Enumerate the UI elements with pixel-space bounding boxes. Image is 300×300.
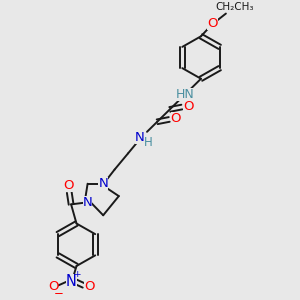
Text: O: O — [48, 280, 58, 293]
Text: O: O — [183, 100, 194, 113]
Text: O: O — [207, 17, 218, 30]
Text: +: + — [73, 270, 80, 279]
Text: H: H — [144, 136, 153, 149]
Text: N: N — [98, 177, 108, 190]
Text: O: O — [64, 179, 74, 192]
Text: −: − — [54, 286, 64, 300]
Text: N: N — [83, 196, 92, 209]
Text: O: O — [170, 112, 181, 125]
Text: N: N — [135, 130, 145, 144]
Text: N: N — [66, 274, 76, 289]
Text: CH₂CH₃: CH₂CH₃ — [216, 2, 254, 12]
Text: HN: HN — [176, 88, 195, 100]
Text: O: O — [84, 280, 94, 293]
